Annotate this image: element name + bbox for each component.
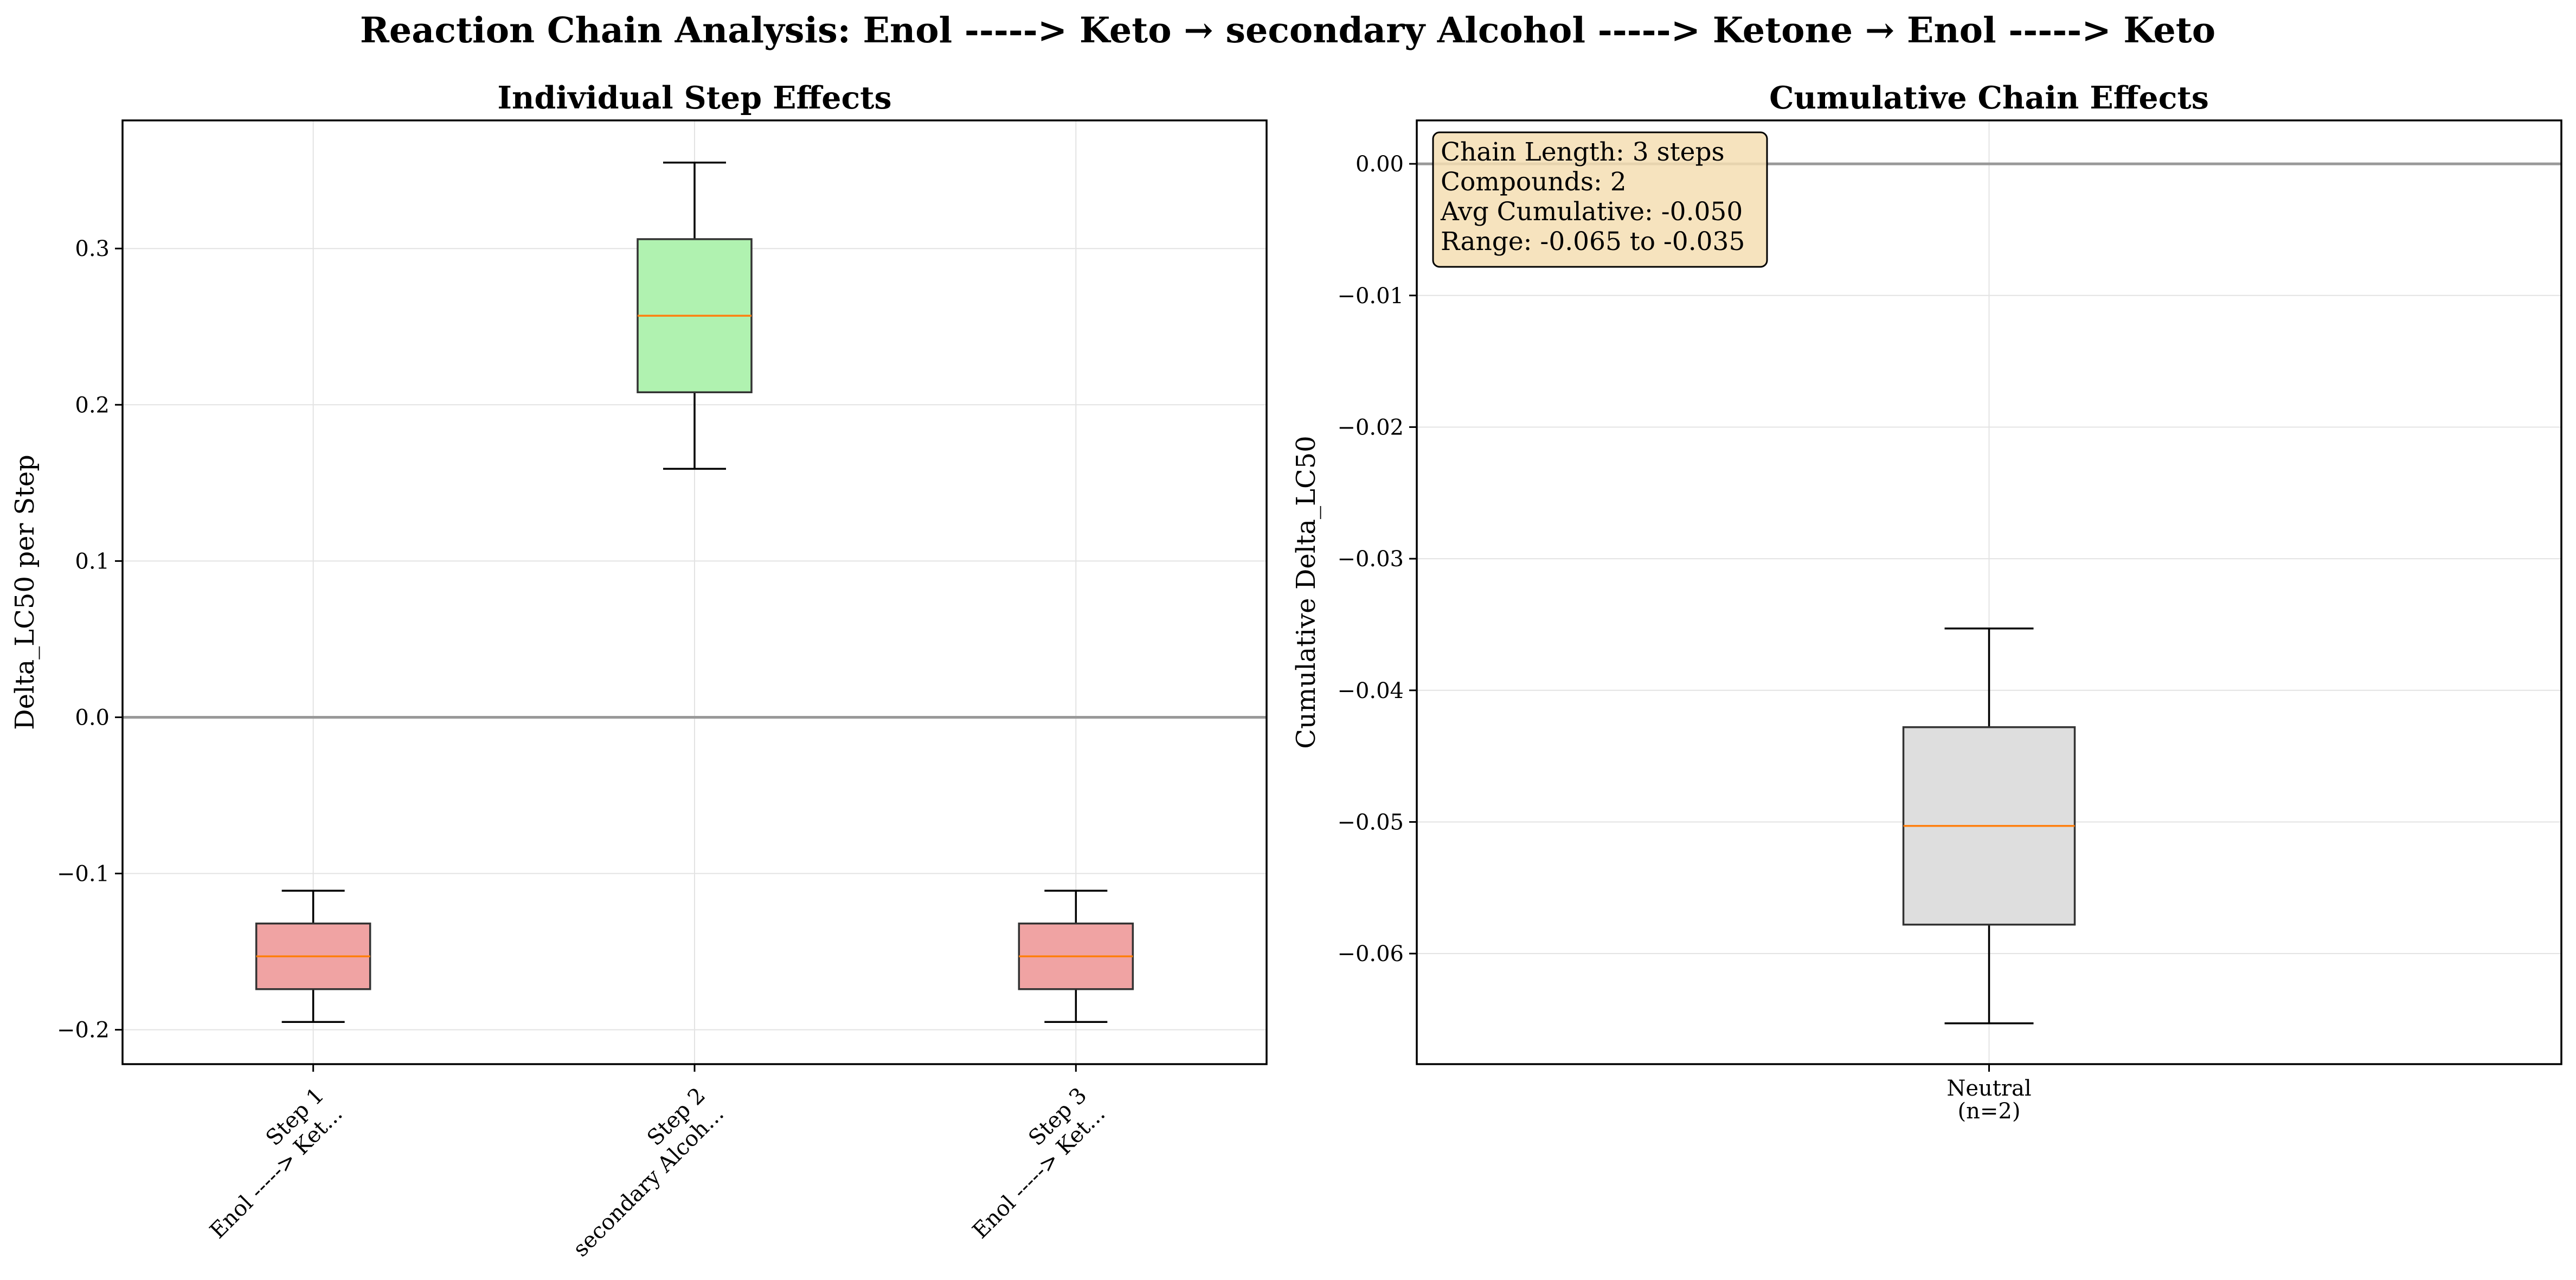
panel-cumulative: 0.00 −0.01 −0.02 −0.03 −0.04 −0.05 −0.06 Neutra…: [1291, 80, 2562, 1124]
figure-title: Reaction Chain Analysis: Enol -----> Ket…: [360, 10, 2215, 51]
axes-title: Cumulative Chain Effects: [1769, 80, 2209, 116]
y-tick-label: 0.00: [1356, 152, 1404, 177]
y-tick-label: −0.01: [1337, 284, 1404, 309]
y-tick-label: −0.03: [1337, 547, 1404, 572]
y-axis-label: Delta_LC50 per Step: [10, 455, 40, 730]
info-box-line: Range: -0.065 to -0.035: [1441, 227, 1745, 257]
y-tick-label: 0.0: [75, 705, 110, 730]
y-tick-label: −0.06: [1337, 942, 1404, 967]
box-plot-1: [255, 889, 371, 1023]
y-tick-label: −0.02: [1337, 415, 1404, 440]
y-tick-label: 0.3: [75, 236, 110, 261]
x-tick-label-line2: secondary Alcoh...: [568, 1101, 729, 1262]
box-plot-2: [637, 162, 753, 470]
y-tick-label: 0.2: [75, 393, 110, 418]
box-plot-1: [1902, 627, 2076, 1025]
y-tick-label: −0.1: [57, 862, 110, 887]
info-box-line: Compounds: 2: [1441, 167, 1627, 197]
y-tick-label: −0.05: [1337, 810, 1404, 835]
y-tick-label: −0.04: [1337, 679, 1404, 703]
y-tick-label: 0.1: [75, 549, 110, 574]
info-box-line: Chain Length: 3 steps: [1441, 137, 1725, 167]
box-plot-3: [1018, 889, 1134, 1023]
y-axis-label: Cumulative Delta_LC50: [1291, 436, 1321, 748]
info-box-line: Avg Cumulative: -0.050: [1440, 197, 1743, 227]
info-box-background: [1432, 131, 1768, 268]
x-tick-label-line1: Neutral: [1947, 1076, 2031, 1101]
y-tick-label: −0.2: [57, 1018, 110, 1043]
axes-title: Individual Step Effects: [497, 80, 891, 116]
x-tick-label-line2: (n=2): [1958, 1099, 2021, 1124]
